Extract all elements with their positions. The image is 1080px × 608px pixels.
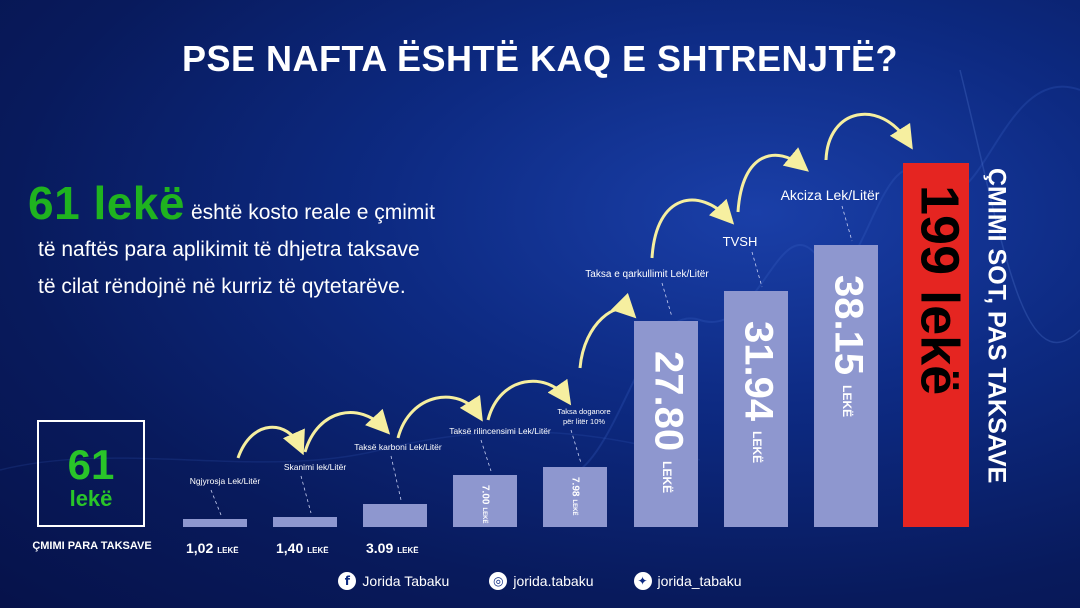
bar-unit-label: LEKË <box>660 461 675 493</box>
category-label: Akciza Lek/Litër <box>781 187 880 203</box>
bar-value-label: 1,40 LEKË <box>276 540 329 556</box>
category-label: Ngjyrosja Lek/Litër <box>190 476 261 486</box>
category-leader-line <box>390 455 402 501</box>
bar-value-label: 7.00LEKË <box>479 485 490 523</box>
bar-unit-label: LEKË <box>217 546 239 555</box>
step-arrow <box>650 198 735 259</box>
category-leader-line <box>300 475 312 514</box>
base-price-unit: lekë <box>69 486 113 511</box>
category-leader-line <box>841 205 853 242</box>
tax-bar <box>634 321 698 527</box>
step-arrow <box>736 147 809 213</box>
base-price-number: 61 <box>67 441 115 488</box>
category-leader-line <box>480 439 492 472</box>
facebook-link[interactable]: f Jorida Tabaku <box>338 571 449 591</box>
category-label-line: Taksa doganore <box>557 407 610 416</box>
twitter-handle: jorida_tabaku <box>657 573 742 589</box>
step-arrow <box>486 378 572 421</box>
step-arrow <box>396 394 483 439</box>
bar-value-label: 3.09 LEKË <box>366 540 419 556</box>
twitter-link[interactable]: ✦ jorida_tabaku <box>633 571 742 591</box>
tax-bar <box>453 475 517 527</box>
category-label: TVSH <box>723 234 758 249</box>
tax-bar <box>724 291 788 527</box>
facebook-icon: f <box>338 572 357 590</box>
bar-unit-label: LEKË <box>750 431 765 463</box>
bar-unit-label: LEKË <box>840 385 855 417</box>
category-label: Taksë rilincensimi Lek/Litër <box>449 426 551 436</box>
instagram-handle: jorida.tabaku <box>513 573 594 589</box>
headline-text-2: të naftës para aplikimit të dhjetra taks… <box>38 238 420 261</box>
bar-unit-label: LEKË <box>481 507 488 523</box>
page-title: PSE NAFTA ËSHTË KAQ E SHTRENJTË? <box>181 38 899 79</box>
category-label: Skanimi lek/Litër <box>284 462 347 472</box>
facebook-handle: Jorida Tabaku <box>362 573 450 589</box>
bar-unit-label: LEKË <box>307 546 329 555</box>
category-leader-line <box>210 489 222 516</box>
step-arrow <box>303 408 391 453</box>
tax-bar <box>183 519 247 527</box>
step-arrow <box>578 292 637 369</box>
headline-price: 61 lekë <box>28 177 185 229</box>
category-label: Taksë karboni Lek/Litër <box>354 442 442 452</box>
bar-unit-label: LEKË <box>397 546 419 555</box>
twitter-icon: ✦ <box>633 572 652 590</box>
tax-bar <box>814 245 878 527</box>
footer: f Jorida Tabaku ◎ jorida.tabaku ✦ jorida… <box>0 571 1080 591</box>
step-arrow <box>824 112 913 161</box>
final-price-caption: ÇMIMI SOT, PAS TAKSAVE <box>982 168 1010 483</box>
category-label: Taksa doganore për litër 10% <box>557 407 610 426</box>
base-price-box: 61 lekë <box>37 420 145 527</box>
final-price-bar <box>903 163 969 527</box>
headline-text-3: të cilat rëndojnë në kurriz të qytetarëv… <box>38 275 406 298</box>
bar-value-label: 7.98LEKË <box>569 477 580 515</box>
bar-unit-label: LEKË <box>571 499 578 515</box>
category-leader-line <box>570 429 582 464</box>
final-price-label: 199 lekë <box>910 185 970 395</box>
tax-bar <box>363 504 427 527</box>
category-label-line: për litër 10% <box>563 417 605 426</box>
step-arrow <box>236 425 305 459</box>
bar-value-label: 1,02 LEKË <box>186 540 239 556</box>
instagram-link[interactable]: ◎ jorida.tabaku <box>489 571 594 591</box>
base-price-caption: ÇMIMI PARA TAKSAVE <box>32 540 152 552</box>
instagram-icon: ◎ <box>489 572 508 590</box>
category-leader-line <box>661 282 673 318</box>
headline-text-1: është kosto reale e çmimit <box>190 201 435 224</box>
tax-bar <box>543 467 607 527</box>
category-label: Taksa e qarkullimit Lek/Litër <box>585 269 709 280</box>
tax-bar <box>273 517 337 527</box>
category-leader-line <box>751 251 763 288</box>
headline: 61 lekë është kosto reale e çmimit të naf… <box>28 180 588 305</box>
